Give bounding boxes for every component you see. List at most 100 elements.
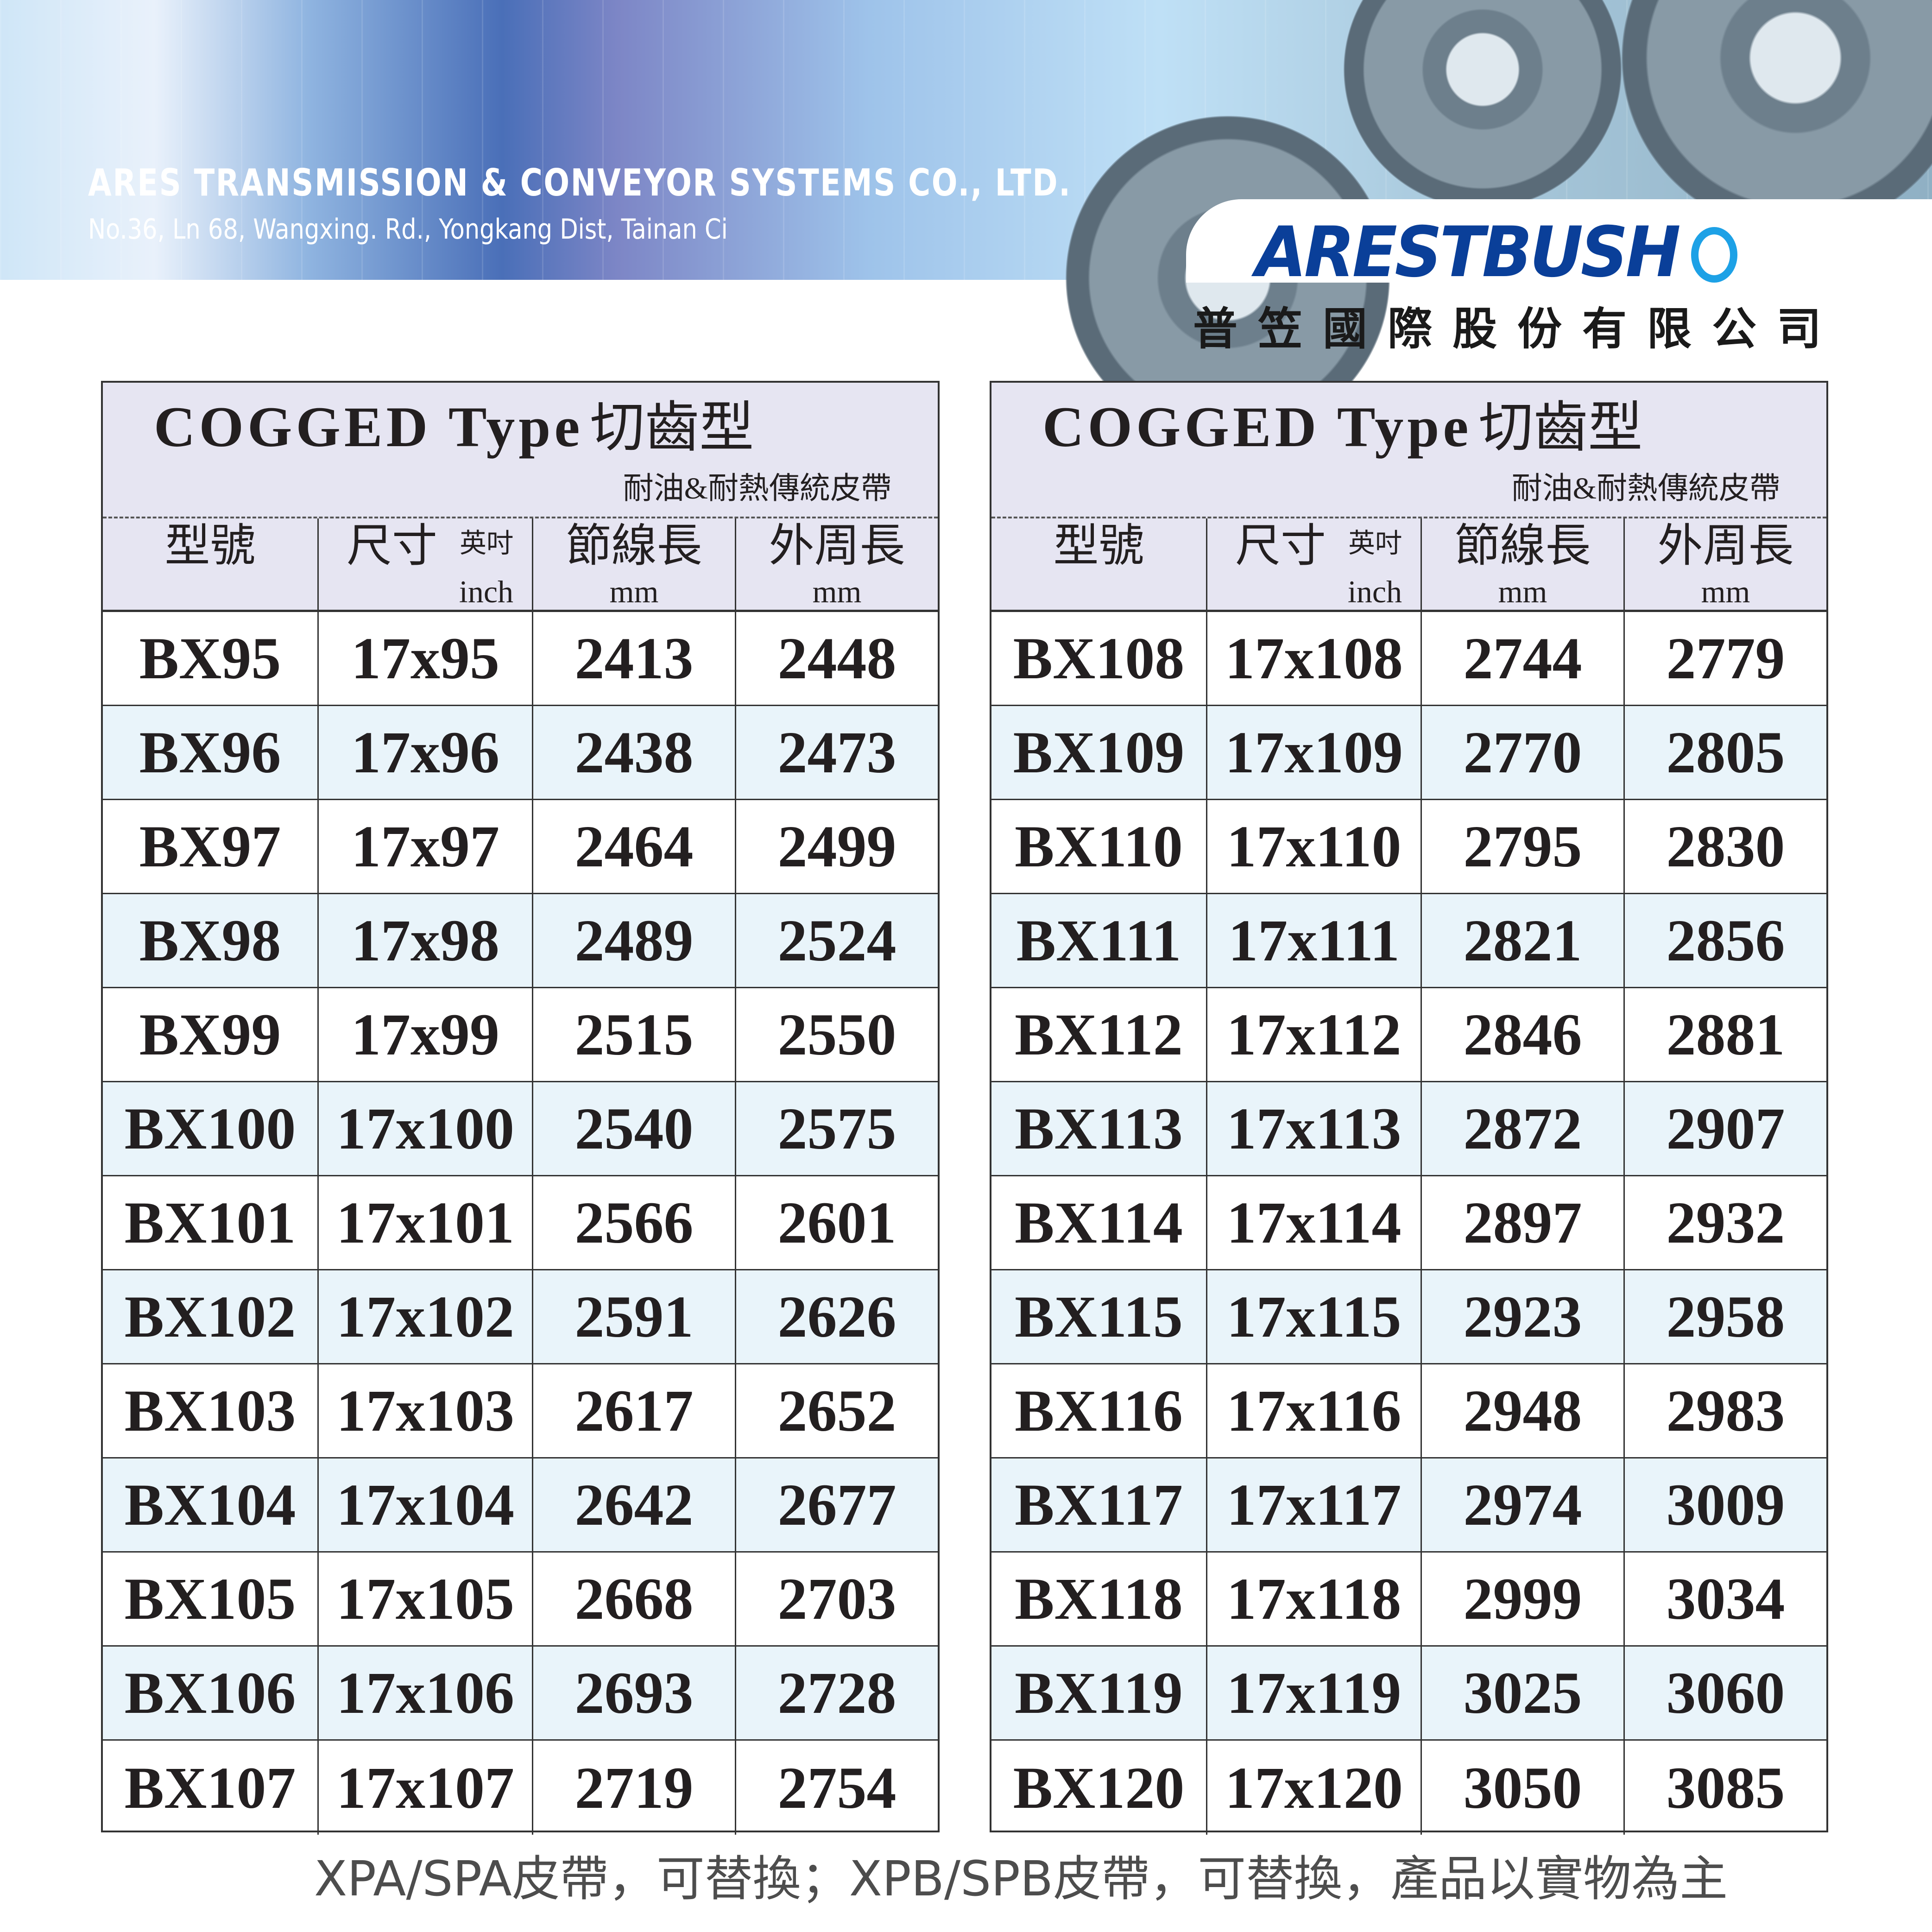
table-row: BX96 17x96 2438 2473 [103,706,938,800]
col-outer-label: 外周長 [1657,521,1794,571]
cell-model: BX108 [991,612,1207,705]
cell-pitch: 2642 [533,1458,736,1551]
table-row: BX114 17x114 2897 2932 [991,1176,1826,1270]
cell-model: BX111 [991,894,1207,987]
cell-model: BX115 [991,1270,1207,1363]
cell-outer: 2703 [777,1566,897,1632]
col-pitch-unit: mm [1498,574,1547,609]
col-outer: 外周長 mm [1625,518,1826,610]
cell-pitch: 2591 [533,1270,736,1363]
cell-outer: 2779 [1666,625,1785,691]
table-row: BX117 17x117 2974 3009 [991,1458,1826,1553]
pulley-image [1344,0,1622,208]
cell-model: BX99 [103,988,319,1081]
col-outer: 外周長 mm [736,518,938,610]
cell-size: 17x120 [1207,1741,1422,1835]
table-row: BX115 17x115 2923 2958 [991,1270,1826,1364]
table-row: BX118 17x118 2999 3034 [991,1553,1826,1647]
cell-size: 17x115 [1207,1270,1422,1363]
cell-pitch: 2744 [1422,612,1625,705]
table-row: BX109 17x109 2770 2805 [991,706,1826,800]
col-size: 尺寸 英吋 inch [1207,518,1422,610]
table-row: BX110 17x110 2795 2830 [991,800,1826,894]
cell-size: 17x101 [319,1176,533,1269]
col-pitch: 節線長 mm [533,518,736,610]
table-subtitle: 耐油&耐熱傳統皮帶 [623,472,891,505]
col-pitch: 節線長 mm [1422,518,1625,610]
col-model: 型號 [103,518,319,610]
table-row: BX103 17x103 2617 2652 [103,1364,938,1458]
cell-model: BX113 [991,1082,1207,1175]
footer-note: XPA/SPA皮帶，可替換；XPB/SPB皮帶，可替換，產品以實物為主 [314,1850,1728,1907]
col-size-unit: inch [459,574,513,609]
col-outer-unit: mm [1701,574,1750,609]
header-banner: ARES TRANSMISSION & CONVEYOR SYSTEMS CO.… [0,0,1932,440]
cell-size: 17x117 [1207,1458,1422,1551]
table-row: BX105 17x105 2668 2703 [103,1553,938,1647]
cell-pitch: 2515 [533,988,736,1081]
cell-outer: 2932 [1666,1190,1785,1256]
cell-size: 17x99 [319,988,533,1081]
cell-model: BX96 [103,706,319,799]
cell-pitch: 2897 [1422,1176,1625,1269]
cell-pitch: 2413 [533,612,736,705]
cell-model: BX97 [103,800,319,893]
cell-outer: 2728 [777,1660,897,1726]
cell-outer: 2448 [777,625,897,691]
table-row: BX116 17x116 2948 2983 [991,1364,1826,1458]
cell-pitch: 2923 [1422,1270,1625,1363]
cell-model: BX98 [103,894,319,987]
cell-outer: 2499 [777,814,897,879]
company-name-zh: 普笠國際股份有限公司 [1193,303,1842,355]
column-headers: 型號 尺寸 英吋 inch 節線長 mm 外周長 mm [991,518,1826,612]
table-subtitle: 耐油&耐熱傳統皮帶 [1511,472,1780,505]
cell-size: 17x112 [1207,988,1422,1081]
cell-pitch: 2617 [533,1364,736,1457]
cell-pitch: 2872 [1422,1082,1625,1175]
brand-logo: ARESTBUSH [1256,212,1681,293]
table-title-zh: 切齒型 [590,398,754,458]
table-title: COGGED Type 切齒型 [1042,396,1642,459]
company-address: No.36, Ln 68, Wangxing. Rd., Yongkang Di… [88,213,728,246]
table-row: BX111 17x111 2821 2856 [991,894,1826,988]
cell-model: BX102 [103,1270,319,1363]
cell-pitch: 2846 [1422,988,1625,1081]
col-size: 尺寸 英吋 inch [319,518,533,610]
table-row: BX104 17x104 2642 2677 [103,1458,938,1553]
cell-model: BX95 [103,612,319,705]
table-title-en: COGGED Type [154,395,584,459]
col-model: 型號 [991,518,1207,610]
col-size-label: 尺寸 [1235,521,1326,571]
belt-table-left: COGGED Type 切齒型 耐油&耐熱傳統皮帶 型號 尺寸 英吋 inch 節線長… [101,381,940,1835]
cell-outer: 2856 [1666,908,1785,973]
pulley-image [1622,0,1932,232]
cell-size: 17x111 [1207,894,1422,987]
cell-model: BX119 [991,1647,1207,1739]
table-row: BX120 17x120 3050 3085 [991,1741,1826,1835]
belt-table-right: COGGED Type 切齒型 耐油&耐熱傳統皮帶 型號 尺寸 英吋 inch 節線長… [990,381,1828,1835]
cell-size: 17x97 [319,800,533,893]
cell-outer: 3060 [1666,1660,1785,1726]
cell-outer: 3009 [1666,1472,1785,1538]
cell-model: BX104 [103,1458,319,1551]
cell-outer: 2805 [1666,720,1785,785]
table-row: BX95 17x95 2413 2448 [103,612,938,706]
cell-pitch: 2795 [1422,800,1625,893]
cell-size: 17x114 [1207,1176,1422,1269]
table-row: BX97 17x97 2464 2499 [103,800,938,894]
table-title-en: COGGED Type [1042,395,1472,459]
cell-pitch: 2464 [533,800,736,893]
table-row: BX108 17x108 2744 2779 [991,612,1826,706]
cell-outer: 2983 [1666,1378,1785,1444]
table-row: BX98 17x98 2489 2524 [103,894,938,988]
cell-outer: 2550 [777,1002,897,1067]
col-size-unit-zh: 英吋 [1348,528,1402,558]
cell-model: BX118 [991,1553,1207,1645]
cell-model: BX112 [991,988,1207,1081]
cell-size: 17x116 [1207,1364,1422,1457]
cell-size: 17x102 [319,1270,533,1363]
company-name-en: ARES TRANSMISSION & CONVEYOR SYSTEMS CO.… [88,161,1072,204]
cell-pitch: 3025 [1422,1647,1625,1739]
logo-panel [1186,199,1932,283]
table-row: BX99 17x99 2515 2550 [103,988,938,1082]
